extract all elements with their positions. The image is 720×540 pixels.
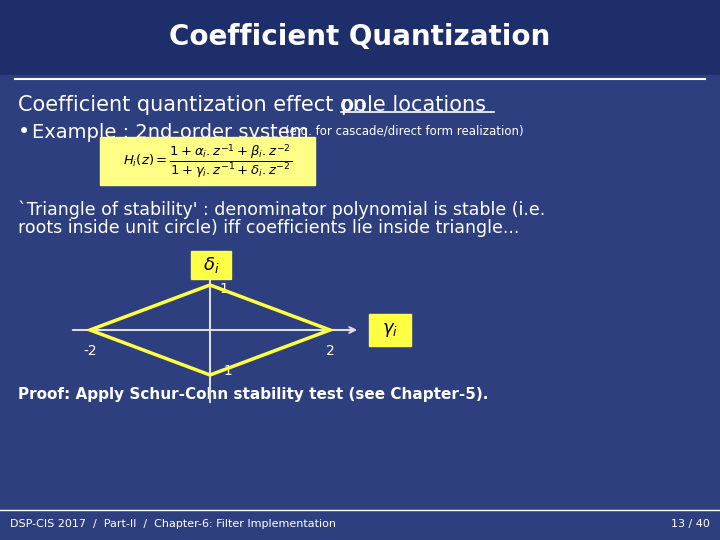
Text: `Triangle of stability' : denominator polynomial is stable (i.e.: `Triangle of stability' : denominator po… — [18, 201, 545, 219]
Text: 2: 2 — [325, 344, 334, 358]
FancyBboxPatch shape — [369, 314, 411, 346]
FancyBboxPatch shape — [191, 251, 231, 279]
Text: Coefficient Quantization: Coefficient Quantization — [169, 23, 551, 51]
Text: $\gamma_i$: $\gamma_i$ — [382, 321, 398, 339]
Text: (e.g. for cascade/direct form realization): (e.g. for cascade/direct form realizatio… — [285, 125, 523, 138]
Text: •: • — [18, 122, 30, 142]
Text: Example : 2nd-order system: Example : 2nd-order system — [32, 123, 309, 141]
Text: $\delta_i$: $\delta_i$ — [203, 255, 219, 275]
Text: 13 / 40: 13 / 40 — [671, 519, 710, 529]
Text: roots inside unit circle) iff coefficients lie inside triangle...: roots inside unit circle) iff coefficien… — [18, 219, 519, 237]
Text: 1: 1 — [219, 282, 228, 296]
FancyBboxPatch shape — [0, 0, 720, 75]
Text: -2: -2 — [84, 344, 96, 358]
Text: Coefficient quantization effect on: Coefficient quantization effect on — [18, 95, 372, 115]
FancyBboxPatch shape — [100, 137, 315, 185]
Text: DSP-CIS 2017  /  Part-II  /  Chapter-6: Filter Implementation: DSP-CIS 2017 / Part-II / Chapter-6: Filt… — [10, 519, 336, 529]
Text: Proof: Apply Schur-Cohn stability test (see Chapter-5).: Proof: Apply Schur-Cohn stability test (… — [18, 388, 488, 402]
Text: pole locations: pole locations — [341, 95, 486, 115]
Text: $H_i(z) = \dfrac{1 + \alpha_i.z^{-1} + \beta_i.z^{-2}}{1 + \gamma_i.z^{-1} + \de: $H_i(z) = \dfrac{1 + \alpha_i.z^{-1} + \… — [123, 142, 292, 180]
Text: -1: -1 — [219, 364, 233, 378]
